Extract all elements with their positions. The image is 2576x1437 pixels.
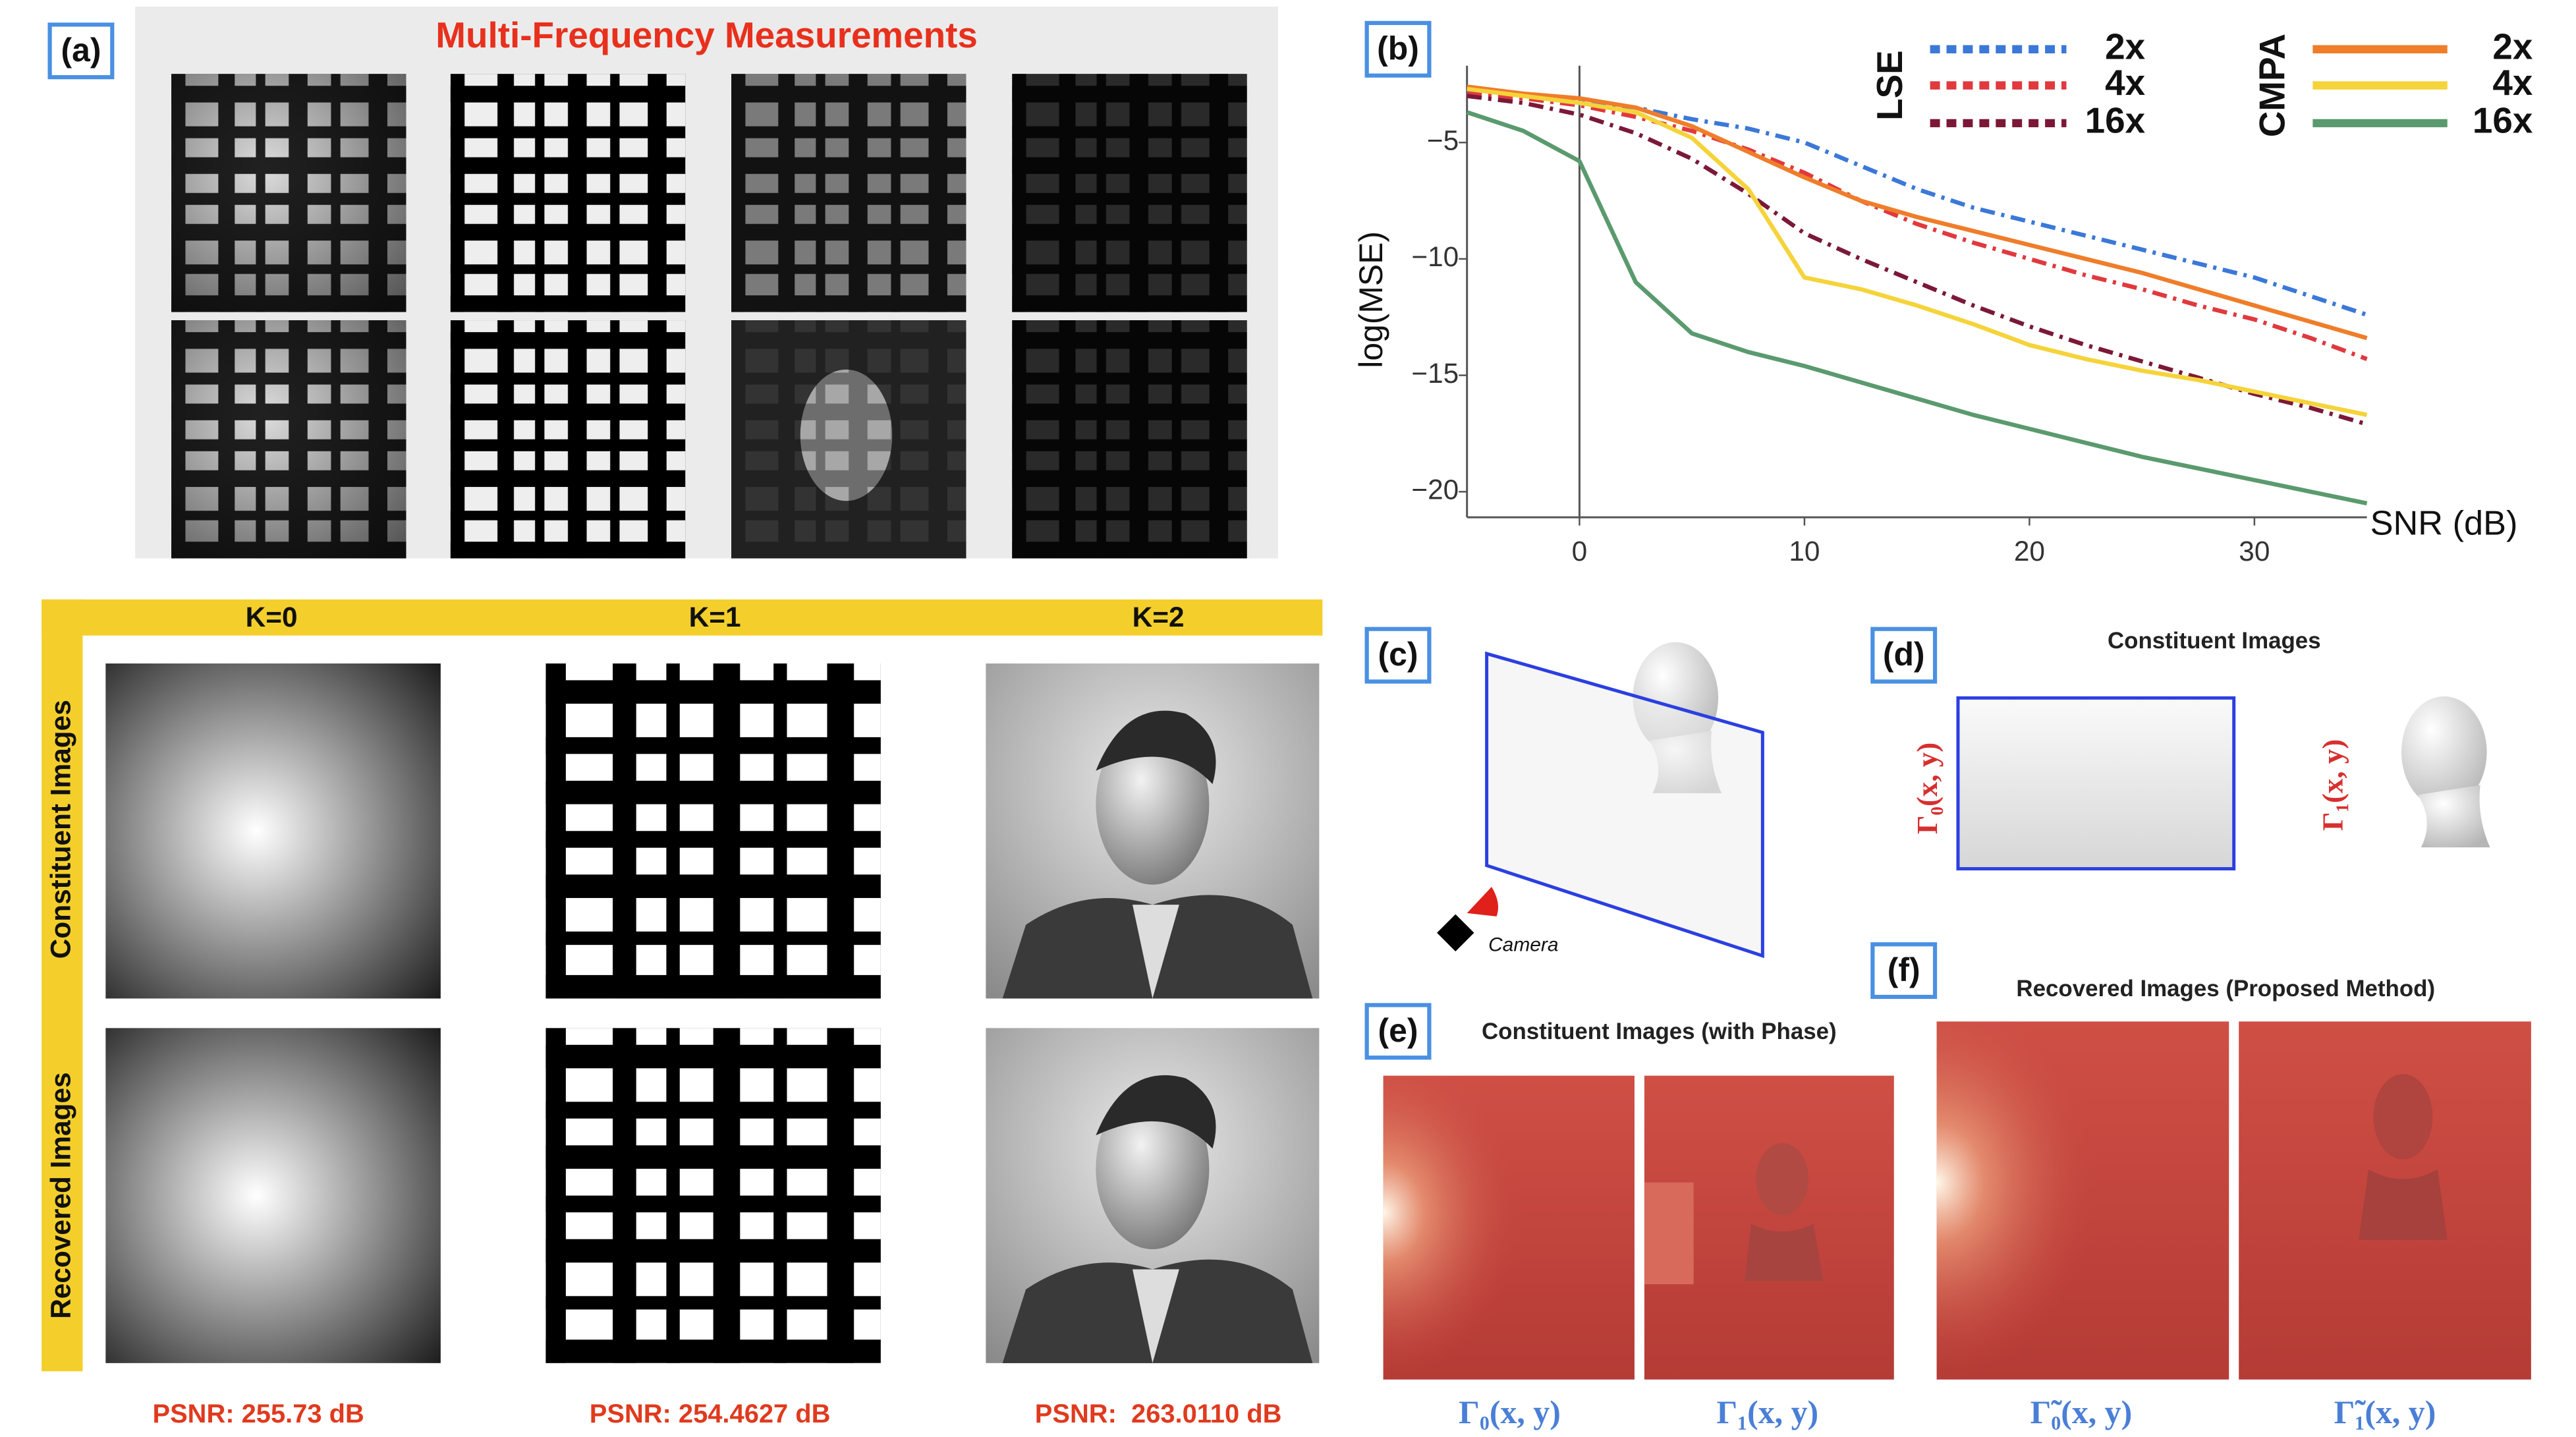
box-object — [1644, 1183, 1694, 1285]
tile-bars — [451, 74, 685, 312]
panel-title: Recovered Images (Proposed Method) — [2016, 976, 2435, 1001]
tile-bars — [451, 320, 685, 558]
gamma-label: Γ̃₁(x, y) — [2334, 1394, 2436, 1430]
legend-group-title: CMPA — [2252, 34, 2293, 137]
phase-glow — [1384, 1076, 1635, 1380]
panel-label: (b) — [1377, 30, 1419, 67]
psnr: PSNR: 254.4627 dB — [590, 1399, 831, 1428]
gamma-label: Γ₁(x, y) — [2316, 739, 2349, 831]
head-object — [1756, 1143, 1808, 1216]
plane-image — [1958, 698, 2234, 868]
column-header: K=1 — [689, 602, 741, 633]
legend-label: 4x — [2492, 62, 2533, 103]
portrait-image — [986, 663, 1319, 998]
tile-bars — [731, 320, 966, 558]
camera-label: Camera — [1488, 934, 1558, 956]
legend-label: 16x — [2473, 99, 2533, 140]
series-line — [1467, 96, 2367, 424]
tile-bars — [1012, 320, 1246, 558]
column-header: K=2 — [1133, 602, 1185, 633]
x-tick-label: 20 — [2014, 536, 2045, 567]
head-image — [2401, 696, 2490, 847]
panel-title: Constituent Images (with Phase) — [1482, 1019, 1837, 1044]
series-line — [1467, 89, 2367, 415]
psnr: PSNR: 263.0110 dB — [1035, 1399, 1282, 1428]
tile-bars — [171, 74, 406, 312]
gamma-label: Γ₀(x, y) — [1459, 1394, 1561, 1430]
x-tick-label: 0 — [1572, 536, 1588, 567]
camera-body — [1437, 915, 1474, 951]
x-tick-label: 10 — [1789, 536, 1820, 567]
image-plane — [1487, 654, 1763, 956]
y-axis-label: log(MSE) — [1353, 231, 1389, 368]
row-header: Recovered Images — [45, 1072, 76, 1318]
y-tick-label: −20 — [1411, 474, 1459, 505]
gradient-image — [105, 663, 440, 998]
psnr: PSNR: 255.73 dB — [152, 1399, 364, 1428]
y-tick-label: −15 — [1411, 358, 1459, 389]
panel-label: (f) — [1888, 951, 1920, 988]
legend-label: 2x — [2492, 26, 2533, 67]
head-base — [1745, 1224, 1824, 1281]
row-header: Constituent Images — [45, 700, 76, 959]
camera-lens — [1467, 887, 1498, 916]
pattern-image — [546, 663, 880, 998]
recovered-glow — [1937, 1021, 2229, 1379]
series-line — [1467, 112, 2367, 503]
gamma-label: Γ₀(x, y) — [1911, 743, 1944, 834]
gamma-label: Γ̃₀(x, y) — [2030, 1394, 2133, 1430]
y-tick-label: −5 — [1427, 125, 1459, 155]
panel-label: (d) — [1883, 636, 1925, 673]
column-header: K=0 — [246, 602, 298, 633]
legend-label: 16x — [2085, 99, 2146, 140]
panel-label: (e) — [1378, 1012, 1418, 1049]
x-axis-label: SNR (dB) — [2370, 504, 2518, 542]
panel-label: (a) — [61, 32, 101, 69]
legend-label: 2x — [2105, 26, 2145, 67]
portrait-image — [986, 1028, 1319, 1363]
tile-bars — [171, 320, 406, 558]
gamma-label: Γ₁(x, y) — [1717, 1394, 1819, 1430]
legend-group-title: LSE — [1869, 50, 1910, 121]
legend-label: 4x — [2105, 62, 2145, 103]
reconstruction-images — [105, 663, 1319, 1363]
pattern-image — [546, 1028, 880, 1363]
y-tick-label: −10 — [1411, 241, 1459, 272]
head-base — [2359, 1169, 2448, 1240]
gradient-image — [105, 1028, 440, 1363]
panel-title: Constituent Images — [2108, 628, 2321, 654]
figure: Multi-Frequency Measurements K=0 K=1 K=2… — [0, 0, 2576, 1437]
panel-a-title: Multi-Frequency Measurements — [435, 14, 978, 55]
head-object — [2374, 1074, 2433, 1160]
tile-bars — [731, 74, 966, 312]
tile-bars — [1012, 74, 1246, 312]
panel-label: (c) — [1378, 636, 1418, 673]
series-line — [1467, 94, 2367, 359]
x-tick-label: 30 — [2239, 536, 2270, 567]
header-band — [42, 600, 1322, 636]
